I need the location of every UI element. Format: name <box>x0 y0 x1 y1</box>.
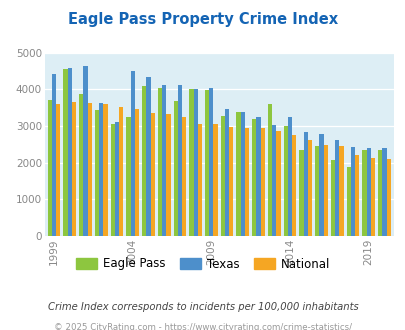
Bar <box>256 117 260 236</box>
Bar <box>236 112 240 236</box>
Bar <box>314 146 319 236</box>
Bar <box>115 122 119 236</box>
Bar <box>229 127 233 236</box>
Bar <box>209 87 213 236</box>
Bar <box>134 109 139 236</box>
Bar <box>339 146 343 236</box>
Bar <box>146 77 150 236</box>
Bar <box>271 125 276 236</box>
Bar <box>319 134 323 236</box>
Bar <box>103 105 107 236</box>
Bar <box>260 127 264 236</box>
Text: Crime Index corresponds to incidents per 100,000 inhabitants: Crime Index corresponds to incidents per… <box>47 302 358 312</box>
Bar <box>162 85 166 236</box>
Bar <box>193 89 197 236</box>
Bar <box>68 68 72 236</box>
Legend: Eagle Pass, Texas, National: Eagle Pass, Texas, National <box>71 253 334 275</box>
Bar <box>283 126 287 236</box>
Bar <box>166 114 170 236</box>
Bar <box>382 148 386 236</box>
Bar <box>307 140 311 236</box>
Text: Eagle Pass Property Crime Index: Eagle Pass Property Crime Index <box>68 12 337 26</box>
Bar <box>63 69 68 236</box>
Bar <box>292 135 296 236</box>
Bar <box>158 88 162 236</box>
Bar <box>48 100 52 236</box>
Bar <box>150 113 154 236</box>
Bar <box>197 124 202 236</box>
Bar <box>56 104 60 236</box>
Bar <box>79 94 83 236</box>
Bar <box>346 167 350 236</box>
Bar <box>330 160 334 236</box>
Bar <box>298 150 303 236</box>
Bar <box>111 124 115 236</box>
Bar <box>181 117 186 236</box>
Bar <box>334 140 339 236</box>
Bar <box>240 112 244 236</box>
Bar <box>350 147 354 236</box>
Bar <box>189 89 193 236</box>
Bar <box>323 145 327 236</box>
Bar <box>87 103 92 236</box>
Text: © 2025 CityRating.com - https://www.cityrating.com/crime-statistics/: © 2025 CityRating.com - https://www.city… <box>54 323 351 330</box>
Bar <box>52 74 56 236</box>
Bar <box>205 90 209 236</box>
Bar <box>252 119 256 236</box>
Bar <box>119 107 123 236</box>
Bar <box>177 85 181 236</box>
Bar <box>354 155 358 236</box>
Bar <box>224 109 229 236</box>
Bar <box>303 132 307 236</box>
Bar <box>142 86 146 236</box>
Bar <box>386 159 390 236</box>
Bar <box>72 102 76 236</box>
Bar <box>130 71 134 236</box>
Bar <box>244 128 249 236</box>
Bar <box>276 131 280 236</box>
Bar <box>83 66 87 236</box>
Bar <box>267 104 271 236</box>
Bar <box>220 116 224 236</box>
Bar <box>370 158 374 236</box>
Bar <box>287 116 292 236</box>
Bar <box>95 110 99 236</box>
Bar <box>126 116 130 236</box>
Bar <box>213 124 217 236</box>
Bar <box>366 148 370 236</box>
Bar <box>99 103 103 236</box>
Bar <box>377 150 382 236</box>
Bar <box>173 101 177 236</box>
Bar <box>361 150 366 236</box>
